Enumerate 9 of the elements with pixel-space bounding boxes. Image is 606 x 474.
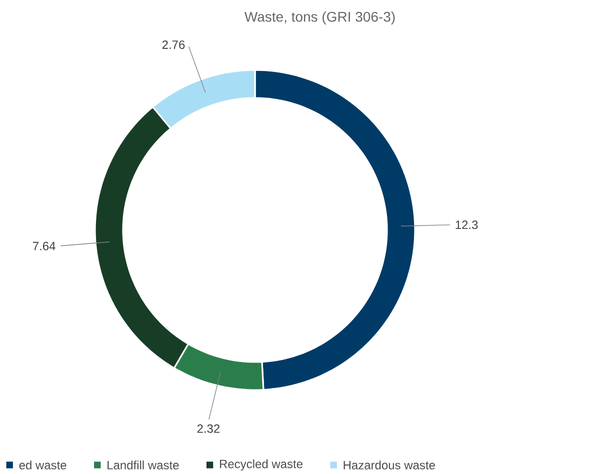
data-label: 7.64: [32, 242, 56, 250]
legend-label: Hazardous waste: [344, 460, 435, 470]
chart-title: Waste, tons (GRI 306-3): [244, 11, 395, 25]
data-label: 2.32: [197, 424, 220, 433]
data-label: 2.76: [162, 40, 185, 49]
legend-label: Landfill waste: [108, 460, 179, 470]
data-label: 12.3: [456, 220, 478, 230]
legend-label: ed waste: [19, 460, 66, 470]
legend-label: Recycled waste: [220, 459, 302, 471]
